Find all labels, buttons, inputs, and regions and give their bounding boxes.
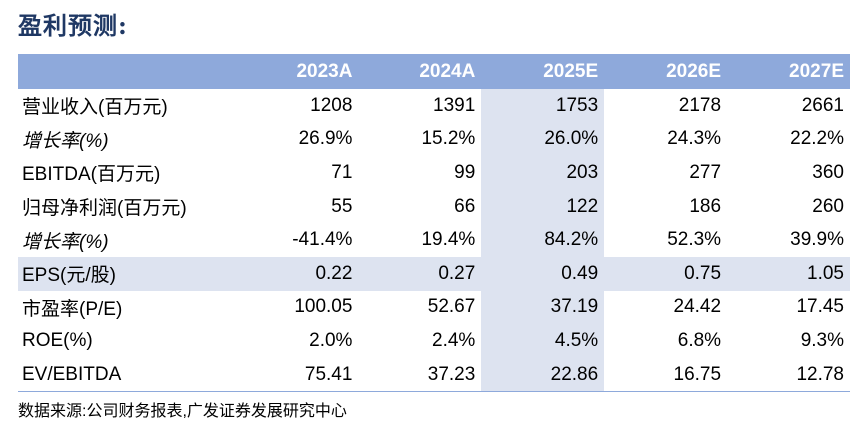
table-row: 营业收入(百万元) 1208 1391 1753 2178 2661 bbox=[18, 89, 850, 123]
value-cell: 0.75 bbox=[604, 256, 728, 291]
value-cell: 1.05 bbox=[727, 256, 850, 291]
value-cell: 0.22 bbox=[235, 256, 359, 291]
value-cell: 17.45 bbox=[796, 296, 844, 318]
row-label: ROE(%) bbox=[22, 329, 93, 351]
source-note: 数据来源:公司财务报表,广发证券发展研究中心 bbox=[18, 403, 347, 420]
value-cell: 1391 bbox=[433, 94, 476, 116]
value-cell: 277 bbox=[689, 161, 722, 183]
value-cell: 19.4% bbox=[421, 229, 476, 251]
value-cell: 39.9% bbox=[790, 229, 844, 251]
value-cell: 16.75 bbox=[604, 357, 728, 393]
value-cell: 2178 bbox=[678, 94, 722, 116]
table-row: EV/EBITDA 75.41 37.23 22.86 16.75 12.78 bbox=[18, 357, 850, 393]
header-row: 2023A 2024A 2025E 2026E 2027E bbox=[18, 54, 850, 89]
value-cell: 360 bbox=[812, 161, 844, 183]
value-cell: 4.5% bbox=[481, 324, 605, 358]
row-label: 归母净利润(百万元) bbox=[22, 198, 187, 220]
row-label: EPS(元/股) bbox=[18, 256, 236, 291]
value-cell: 12.78 bbox=[727, 357, 850, 393]
header-year-2027e: 2027E bbox=[727, 54, 850, 89]
table-row: 归母净利润(百万元) 55 66 122 186 260 bbox=[18, 189, 850, 224]
value-cell: 2.0% bbox=[309, 329, 353, 351]
value-cell: 84.2% bbox=[481, 223, 605, 257]
header-year-2025e: 2025E bbox=[481, 54, 605, 89]
value-cell: 26.0% bbox=[481, 122, 605, 157]
value-cell: 9.3% bbox=[800, 329, 844, 351]
value-cell: 37.19 bbox=[481, 290, 605, 325]
table-row: 市盈率(P/E) 100.05 52.67 37.19 24.42 17.45 bbox=[18, 290, 850, 325]
value-cell: 203 bbox=[481, 156, 605, 190]
value-cell: 55 bbox=[331, 195, 353, 217]
header-year-2023a: 2023A bbox=[235, 54, 359, 89]
value-cell: 22.2% bbox=[790, 128, 844, 150]
value-cell: 6.8% bbox=[677, 329, 722, 351]
value-cell: 99 bbox=[454, 161, 476, 183]
row-label: 增长率(%) bbox=[22, 130, 109, 152]
table-row: 增长率(%) -41.4% 19.4% 84.2% 52.3% 39.9% bbox=[18, 223, 850, 257]
value-cell: 0.49 bbox=[481, 256, 605, 291]
table-header: 2023A 2024A 2025E 2026E 2027E bbox=[18, 54, 850, 89]
value-cell: 2661 bbox=[801, 94, 844, 116]
value-cell: 1753 bbox=[481, 89, 605, 123]
value-cell: 37.23 bbox=[358, 357, 482, 393]
value-cell: 52.3% bbox=[667, 229, 722, 251]
table-row: EPS(元/股) 0.22 0.27 0.49 0.75 1.05 bbox=[18, 256, 850, 291]
table-row: EBITDA(百万元) 71 99 203 277 360 bbox=[18, 156, 850, 190]
value-cell: 75.41 bbox=[235, 357, 359, 393]
value-cell: -41.4% bbox=[292, 229, 353, 251]
value-cell: 15.2% bbox=[421, 128, 476, 150]
header-year-2024a: 2024A bbox=[358, 54, 482, 89]
value-cell: 2.4% bbox=[432, 329, 476, 351]
value-cell: 260 bbox=[812, 195, 844, 217]
row-label: 营业收入(百万元) bbox=[22, 97, 168, 119]
row-label: EBITDA(百万元) bbox=[22, 164, 161, 186]
value-cell: 100.05 bbox=[294, 296, 353, 318]
value-cell: 186 bbox=[689, 195, 722, 217]
value-cell: 24.3% bbox=[667, 128, 722, 150]
value-cell: 22.86 bbox=[481, 357, 605, 393]
value-cell: 66 bbox=[454, 195, 476, 217]
value-cell: 52.67 bbox=[427, 296, 476, 318]
value-cell: 26.9% bbox=[298, 128, 353, 150]
row-label: 市盈率(P/E) bbox=[22, 298, 123, 320]
table-row: 增长率(%) 26.9% 15.2% 26.0% 24.3% 22.2% bbox=[18, 122, 850, 157]
row-label: 增长率(%) bbox=[22, 231, 109, 253]
header-year-2026e: 2026E bbox=[604, 54, 728, 89]
table-body: 营业收入(百万元) 1208 1391 1753 2178 2661 增长率(%) 26.9%… bbox=[18, 89, 850, 393]
value-cell: 122 bbox=[481, 189, 605, 224]
earnings-forecast-table: 2023A 2024A 2025E 2026E 2027E 营业收入(百万元) 1… bbox=[18, 54, 850, 393]
row-label: EV/EBITDA bbox=[18, 357, 236, 393]
value-cell: 71 bbox=[331, 161, 353, 183]
value-cell: 0.27 bbox=[358, 256, 482, 291]
page-title: 盈利预测: bbox=[18, 11, 128, 40]
value-cell: 1208 bbox=[310, 94, 353, 116]
header-label-cell bbox=[18, 54, 236, 89]
value-cell: 24.42 bbox=[673, 296, 722, 318]
table-row: ROE(%) 2.0% 2.4% 4.5% 6.8% 9.3% bbox=[18, 324, 850, 358]
